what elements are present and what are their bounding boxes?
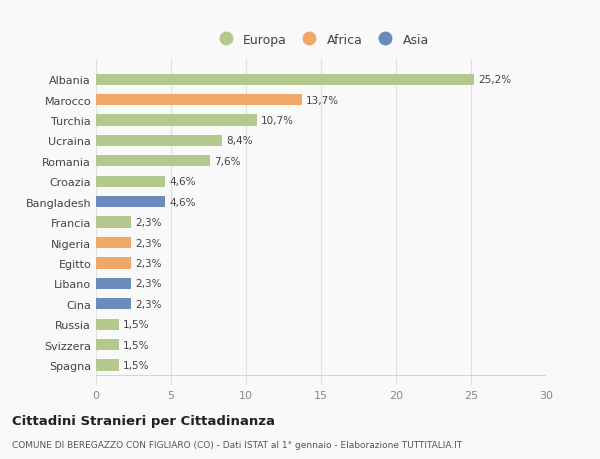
Text: 4,6%: 4,6% bbox=[170, 177, 196, 187]
Text: 8,4%: 8,4% bbox=[227, 136, 253, 146]
Text: 25,2%: 25,2% bbox=[479, 75, 512, 85]
Bar bbox=[96, 156, 210, 167]
Text: 2,3%: 2,3% bbox=[135, 299, 161, 309]
Text: COMUNE DI BEREGAZZO CON FIGLIARO (CO) - Dati ISTAT al 1° gennaio - Elaborazione : COMUNE DI BEREGAZZO CON FIGLIARO (CO) - … bbox=[12, 441, 462, 449]
Text: 2,3%: 2,3% bbox=[135, 279, 161, 289]
Text: 1,5%: 1,5% bbox=[123, 340, 149, 350]
Text: 2,3%: 2,3% bbox=[135, 238, 161, 248]
Bar bbox=[96, 359, 119, 371]
Bar bbox=[96, 135, 222, 147]
Bar bbox=[96, 319, 119, 330]
Text: 10,7%: 10,7% bbox=[261, 116, 294, 126]
Text: 7,6%: 7,6% bbox=[215, 157, 241, 167]
Text: 1,5%: 1,5% bbox=[123, 360, 149, 370]
Bar bbox=[96, 95, 302, 106]
Bar bbox=[96, 217, 131, 228]
Bar bbox=[96, 115, 257, 126]
Text: 2,3%: 2,3% bbox=[135, 258, 161, 269]
Bar bbox=[96, 258, 131, 269]
Bar bbox=[96, 176, 165, 187]
Bar bbox=[96, 278, 131, 289]
Text: 4,6%: 4,6% bbox=[170, 197, 196, 207]
Text: Cittadini Stranieri per Cittadinanza: Cittadini Stranieri per Cittadinanza bbox=[12, 414, 275, 428]
Text: 2,3%: 2,3% bbox=[135, 218, 161, 228]
Bar bbox=[96, 298, 131, 310]
Text: 13,7%: 13,7% bbox=[306, 95, 339, 106]
Bar bbox=[96, 74, 474, 86]
Bar bbox=[96, 339, 119, 350]
Legend: Europa, Africa, Asia: Europa, Africa, Asia bbox=[209, 30, 433, 50]
Bar bbox=[96, 237, 131, 249]
Text: 1,5%: 1,5% bbox=[123, 319, 149, 330]
Bar bbox=[96, 196, 165, 208]
